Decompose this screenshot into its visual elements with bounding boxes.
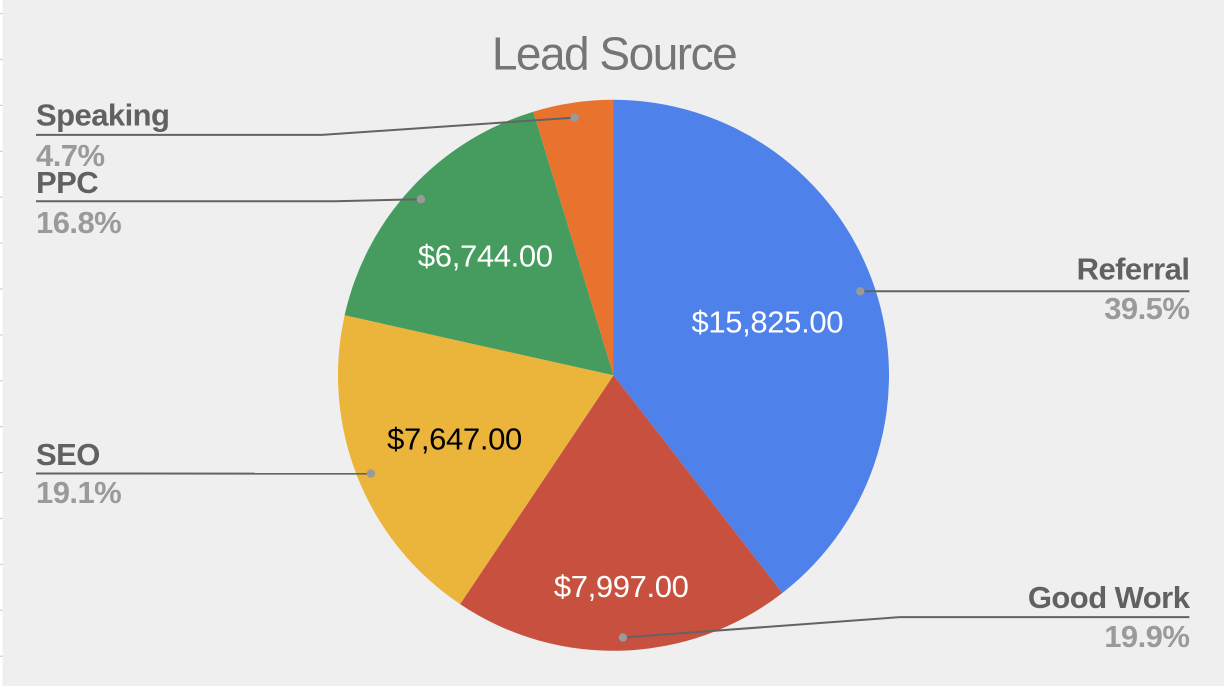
svg-text:19.1%: 19.1% [36,475,121,510]
svg-text:PPC: PPC [36,165,98,200]
svg-text:Good Work: Good Work [1028,580,1191,615]
svg-text:19.9%: 19.9% [1104,619,1189,654]
svg-text:$7,647.00: $7,647.00 [387,422,522,457]
svg-text:Speaking: Speaking [36,98,169,133]
svg-text:Lead Source: Lead Source [492,27,736,79]
svg-text:$7,997.00: $7,997.00 [554,569,689,604]
svg-text:16.8%: 16.8% [36,205,121,240]
svg-text:4.7%: 4.7% [36,138,104,173]
svg-text:39.5%: 39.5% [1104,291,1189,326]
svg-text:$6,744.00: $6,744.00 [418,239,553,274]
svg-text:$15,825.00: $15,825.00 [691,305,843,340]
svg-text:SEO: SEO [36,437,100,472]
svg-text:Referral: Referral [1077,251,1190,286]
